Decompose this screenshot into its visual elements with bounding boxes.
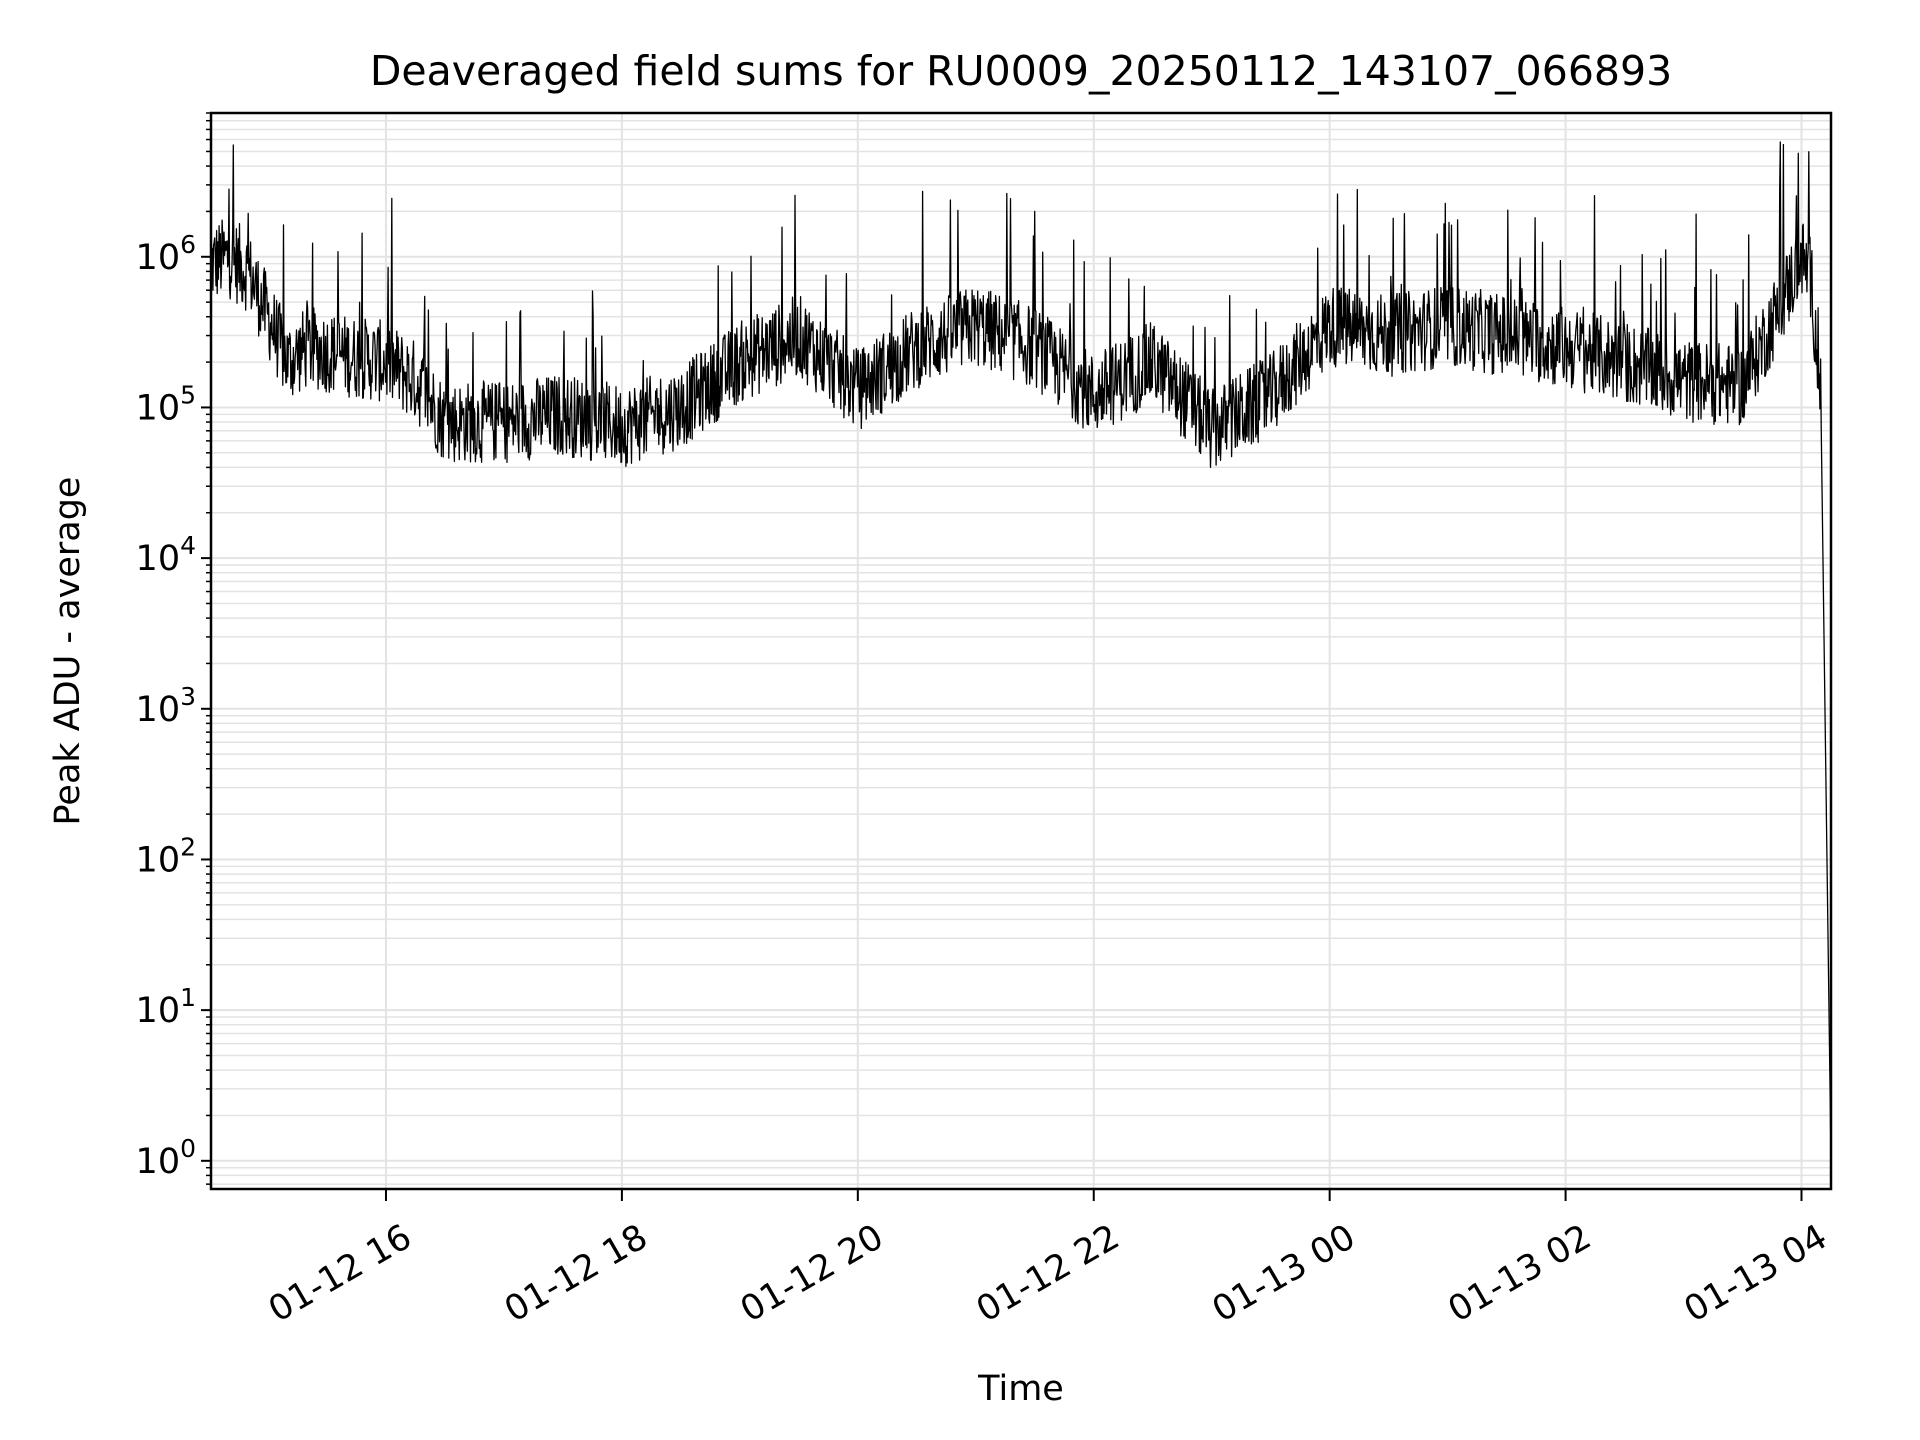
y-tick-exponent: 6 <box>180 230 196 259</box>
chart-title: Deaveraged field sums for RU0009_2025011… <box>370 47 1672 95</box>
y-tick-base: 10 <box>136 238 181 278</box>
y-tick-exponent: 0 <box>180 1134 196 1163</box>
y-axis-label: Peak ADU - average <box>48 477 88 826</box>
y-tick-label: 103 <box>136 682 196 730</box>
y-tick-base: 10 <box>136 388 181 428</box>
y-tick-base: 10 <box>136 840 181 880</box>
y-tick-base: 10 <box>136 1142 181 1182</box>
y-tick-label: 102 <box>136 832 196 880</box>
y-tick-base: 10 <box>136 539 181 579</box>
y-tick-label: 105 <box>136 380 196 428</box>
x-axis-label: Time <box>977 1369 1064 1409</box>
y-tick-base: 10 <box>136 690 181 730</box>
series-line <box>210 141 1832 1161</box>
y-tick-exponent: 4 <box>180 531 196 560</box>
y-tick-exponent: 5 <box>180 380 196 409</box>
y-tick-label: 100 <box>136 1134 196 1182</box>
grid <box>211 112 1831 1189</box>
y-tick-exponent: 1 <box>180 983 196 1012</box>
y-tick-exponent: 3 <box>180 682 196 711</box>
y-tick-label: 101 <box>136 983 196 1031</box>
plot-frame <box>209 111 1833 1191</box>
y-tick-exponent: 2 <box>180 832 196 861</box>
y-tick-base: 10 <box>136 991 181 1031</box>
y-tick-label: 106 <box>136 230 196 278</box>
series-layer <box>210 141 1832 1161</box>
y-tick-label: 104 <box>136 531 196 579</box>
